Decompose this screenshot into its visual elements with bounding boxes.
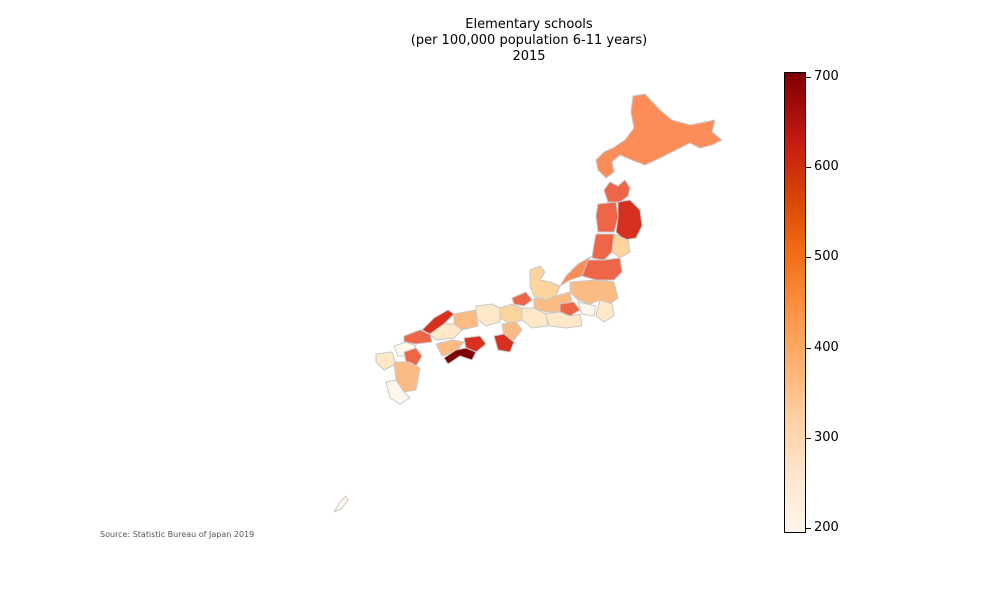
source-note: Source: Statistic Bureau of Japan 2019 [100,530,255,539]
region-kochi [443,347,477,365]
colorbar-tick-mark [806,348,811,349]
region-shiga-kyoto [499,303,523,325]
region-toyama-ishikawa [529,265,561,301]
region-yamaguchi [403,329,433,345]
colorbar [784,72,806,533]
colorbar-tick-label: 700 [814,69,839,84]
colorbar-tick-label: 500 [814,249,839,264]
region-okayama [453,309,479,331]
colorbar-tick-label: 600 [814,159,839,174]
colorbar-tick-label: 300 [814,430,839,445]
region-iwate [615,199,643,241]
region-ehime [435,339,465,357]
region-yamanashi [559,301,581,317]
colorbar-tick-label: 400 [814,340,839,355]
title-line-1: Elementary schools [465,17,593,32]
region-shizuoka [543,311,583,329]
region-wakayama [493,333,515,353]
colorbar-tick-mark [806,438,811,439]
region-aomori [603,179,631,203]
region-fukushima [581,257,623,281]
title-line-2: (per 100,000 population 6-11 years) [410,33,648,48]
region-kanagawa [577,301,597,317]
region-hiroshima [429,323,463,341]
colorbar-tick-label: 200 [814,520,839,535]
region-nagasaki [375,351,397,371]
region-miyagi [611,233,631,259]
title-line-3: 2015 [512,49,546,64]
region-okinawa [333,495,349,513]
region-fukui [511,291,533,307]
colorbar-tick-mark [806,77,811,78]
colorbar-tick-mark [806,528,811,529]
region-niigata [559,255,593,287]
colorbar-tick-mark [806,257,811,258]
region-kagoshima [385,379,411,405]
map-title: Elementary schools (per 100,000 populati… [329,17,729,65]
region-yamagata [591,233,615,261]
region-kagawa-tokushima [463,335,487,353]
region-hokkaido [595,93,723,179]
region-hyogo [475,303,501,327]
colorbar-tick-mark [806,167,811,168]
region-chiba [595,299,615,323]
region-kanto [569,279,619,305]
region-akita [595,201,619,233]
